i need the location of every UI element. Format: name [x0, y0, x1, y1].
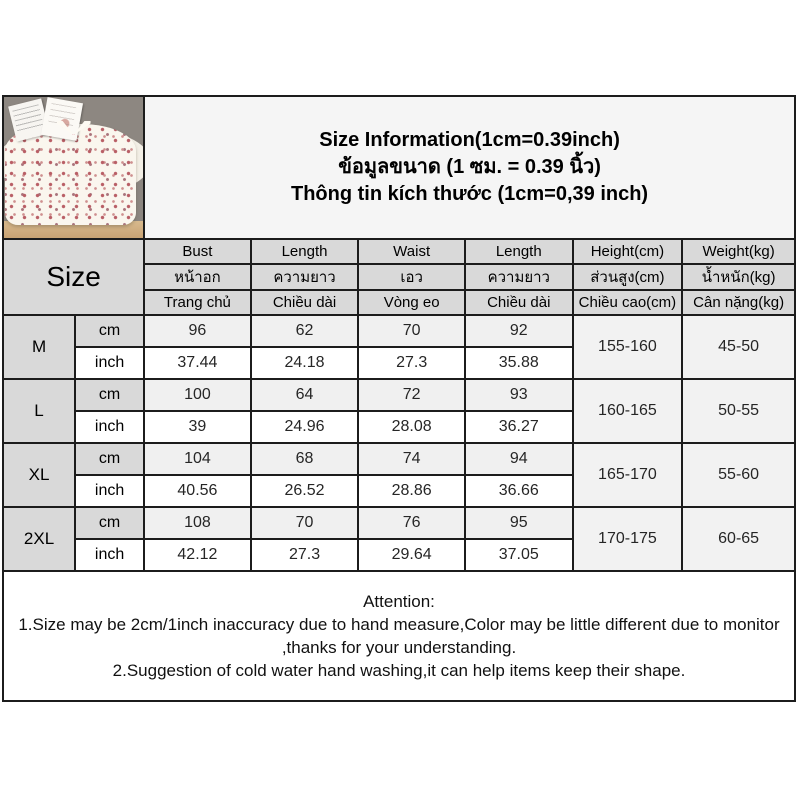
unit-inch-M: inch [74, 346, 146, 380]
cell-XL-inch-1: 26.52 [249, 474, 360, 508]
cell-M-cm-3: 92 [463, 314, 574, 348]
cell-M-inch-3: 35.88 [463, 346, 574, 380]
cell-XL-inch-2: 28.86 [357, 474, 466, 508]
cell-2XL-cm-0: 108 [143, 506, 252, 540]
col-header-length2-vi: Chiều dài [463, 289, 574, 316]
attention-line-1: 1.Size may be 2cm/1inch inaccuracy due t… [18, 615, 780, 657]
unit-inch-L: inch [74, 410, 146, 444]
cell-L-cm-1: 64 [249, 378, 360, 412]
attention-title: Attention: [363, 592, 435, 611]
title-vietnamese: Thông tin kích thước (1cm=0,39 inch) [291, 183, 649, 205]
cell-XL-cm-2: 74 [357, 442, 466, 476]
col-header-length1-th: ความยาว [249, 263, 360, 291]
size-chart-table: Size Information(1cm=0.39inch) ข้อมูลขนา… [1, 95, 796, 702]
cell-M-height: 155-160 [571, 314, 684, 380]
col-header-length1-en: Length [249, 238, 360, 265]
col-header-weight-en: Weight(kg) [681, 238, 796, 265]
cell-L-inch-3: 36.27 [463, 410, 574, 444]
cell-M-inch-1: 24.18 [249, 346, 360, 380]
col-header-length2-th: ความยาว [463, 263, 574, 291]
cell-L-height: 160-165 [571, 378, 684, 444]
col-header-length1-vi: Chiều dài [249, 289, 360, 316]
col-header-bust-vi: Trang chủ [143, 289, 252, 316]
cell-XL-cm-3: 94 [463, 442, 574, 476]
cell-2XL-inch-0: 42.12 [143, 538, 252, 572]
unit-inch-2XL: inch [74, 538, 146, 572]
cell-XL-height: 165-170 [571, 442, 684, 508]
cell-M-weight: 45-50 [681, 314, 796, 380]
attention-line-2: 2.Suggestion of cold water hand washing,… [112, 661, 686, 680]
unit-inch-XL: inch [74, 474, 146, 508]
col-header-length2-en: Length [463, 238, 574, 265]
unit-cm-M: cm [74, 314, 146, 348]
unit-cm-2XL: cm [74, 506, 146, 540]
col-header-height-en: Height(cm) [571, 238, 684, 265]
col-header-height-vi: Chiều cao(cm) [571, 289, 684, 316]
cell-XL-inch-3: 36.66 [463, 474, 574, 508]
attention-note: Attention: 1.Size may be 2cm/1inch inacc… [2, 570, 796, 702]
title-thai: ข้อมูลขนาด (1 ซม. = 0.39 นิ้ว) [338, 156, 601, 178]
cell-2XL-inch-1: 27.3 [249, 538, 360, 572]
title-cell: Size Information(1cm=0.39inch) ข้อมูลขนา… [143, 95, 796, 240]
cell-L-cm-3: 93 [463, 378, 574, 412]
col-header-waist-en: Waist [357, 238, 466, 265]
size-label-L: L [1, 378, 77, 444]
cell-2XL-cm-2: 76 [357, 506, 466, 540]
cell-L-inch-1: 24.96 [249, 410, 360, 444]
cell-2XL-weight: 60-65 [681, 506, 796, 572]
unit-cm-L: cm [74, 378, 146, 412]
cell-L-weight: 50-55 [681, 378, 796, 444]
size-header: Size [1, 238, 146, 316]
photo-booklet-right [40, 98, 84, 141]
cell-2XL-inch-2: 29.64 [357, 538, 466, 572]
cell-XL-cm-1: 68 [249, 442, 360, 476]
unit-cm-XL: cm [74, 442, 146, 476]
cell-XL-inch-0: 40.56 [143, 474, 252, 508]
col-header-bust-en: Bust [143, 238, 252, 265]
col-header-waist-th: เอว [357, 263, 466, 291]
col-header-height-th: ส่วนสูง(cm) [571, 263, 684, 291]
cell-M-inch-0: 37.44 [143, 346, 252, 380]
col-header-weight-vi: Cân nặng(kg) [681, 289, 796, 316]
col-header-weight-th: น้ำหนัก(kg) [681, 263, 796, 291]
photo-pajama-top [5, 124, 137, 225]
size-label-XL: XL [1, 442, 77, 508]
cell-2XL-inch-3: 37.05 [463, 538, 574, 572]
cell-M-cm-0: 96 [143, 314, 252, 348]
cell-XL-cm-0: 104 [143, 442, 252, 476]
col-header-waist-vi: Vòng eo [357, 289, 466, 316]
cell-2XL-height: 170-175 [571, 506, 684, 572]
photo-floor [5, 221, 143, 237]
cell-L-inch-0: 39 [143, 410, 252, 444]
cell-L-cm-2: 72 [357, 378, 466, 412]
cell-XL-weight: 55-60 [681, 442, 796, 508]
size-label-M: M [1, 314, 77, 380]
cell-L-inch-2: 28.08 [357, 410, 466, 444]
cell-2XL-cm-3: 95 [463, 506, 574, 540]
cell-M-inch-2: 27.3 [357, 346, 466, 380]
col-header-bust-th: หน้าอก [143, 263, 252, 291]
title-english: Size Information(1cm=0.39inch) [319, 129, 620, 151]
cell-M-cm-1: 62 [249, 314, 360, 348]
cell-L-cm-0: 100 [143, 378, 252, 412]
cell-M-cm-2: 70 [357, 314, 466, 348]
size-label-2XL: 2XL [1, 506, 77, 572]
product-photo [1, 95, 146, 240]
cell-2XL-cm-1: 70 [249, 506, 360, 540]
